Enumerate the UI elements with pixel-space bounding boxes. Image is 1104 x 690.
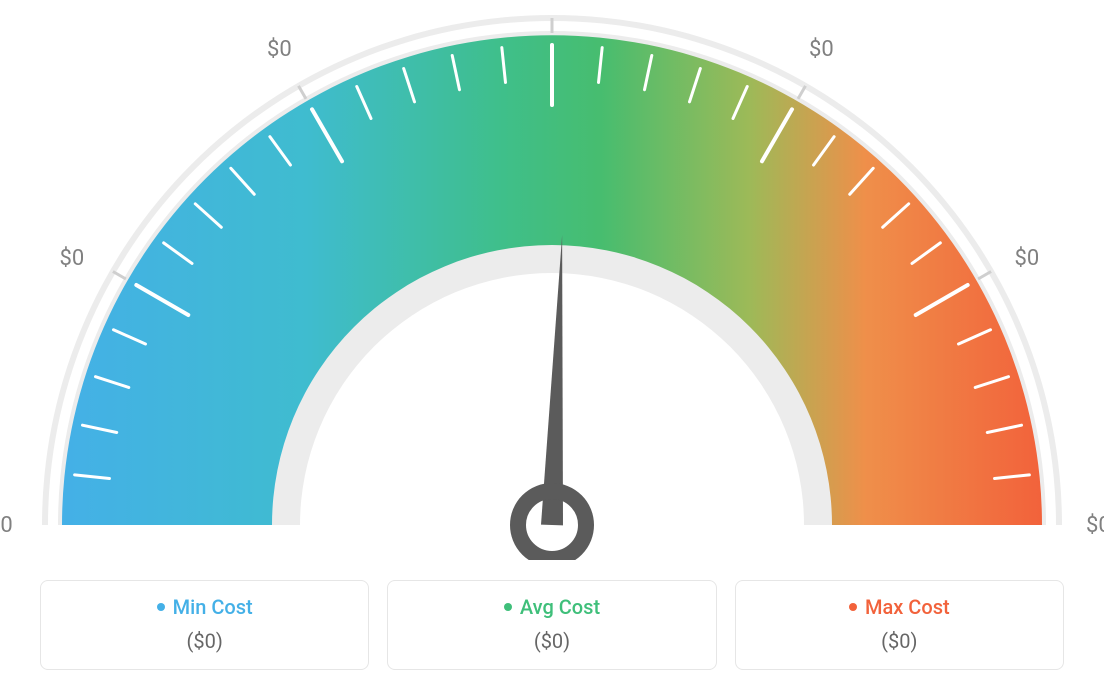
legend-min-title: Min Cost [157,595,253,619]
legend-min-value: ($0) [51,629,358,653]
bullet-icon [849,603,857,611]
bullet-icon [504,603,512,611]
legend-min: Min Cost ($0) [40,580,369,670]
gauge-svg [0,0,1104,560]
gauge-tick-label: $0 [267,37,292,62]
legend-avg-title: Avg Cost [504,595,600,619]
legend-max-value: ($0) [746,629,1053,653]
legend-max-label: Max Cost [865,595,950,619]
gauge-tick-label: $0 [809,37,834,62]
cost-gauge-chart: $0$0$0$0$0$0$0 Min Cost ($0) Avg Cost ($… [0,0,1104,690]
legend-row: Min Cost ($0) Avg Cost ($0) Max Cost ($0… [40,580,1064,670]
legend-max-title: Max Cost [849,595,950,619]
legend-avg-label: Avg Cost [520,595,600,619]
legend-max: Max Cost ($0) [735,580,1064,670]
gauge [0,0,1104,560]
gauge-tick-label: $0 [1086,513,1104,538]
legend-avg-value: ($0) [398,629,705,653]
gauge-tick-label: $0 [1014,246,1039,271]
gauge-tick-label: $0 [60,246,85,271]
gauge-tick-label: $0 [0,513,13,538]
legend-min-label: Min Cost [173,595,253,619]
bullet-icon [157,603,165,611]
legend-avg: Avg Cost ($0) [387,580,716,670]
